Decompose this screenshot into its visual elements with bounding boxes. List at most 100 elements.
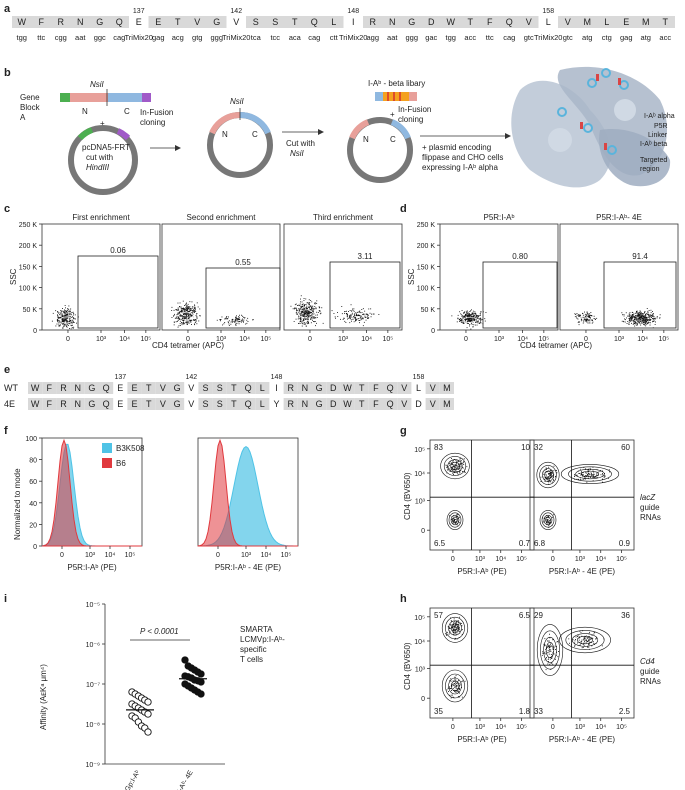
facs-dot	[189, 314, 191, 316]
residue-box	[397, 382, 412, 394]
facs-dot	[587, 315, 589, 317]
facs-dot	[471, 315, 472, 317]
panel-a-label: a	[4, 3, 11, 15]
facs-dot	[633, 322, 635, 324]
residue: T	[231, 399, 237, 409]
facs-dot	[640, 313, 642, 315]
quad-dot	[591, 645, 593, 647]
quad-dot	[591, 473, 592, 475]
facs-dot	[470, 320, 471, 322]
facs-dot	[466, 312, 468, 314]
quad-dot	[453, 469, 455, 470]
facs-dot	[644, 317, 646, 319]
plasmid-3-c-label: C	[390, 135, 396, 144]
facs-dot	[628, 324, 630, 325]
facs-dot	[51, 320, 53, 322]
facs-dot	[592, 320, 593, 321]
quad-dot	[540, 476, 542, 478]
facs-dot	[183, 312, 185, 314]
facs-dot	[463, 312, 464, 314]
facs-dot	[178, 317, 180, 318]
facs-dot	[354, 318, 356, 319]
facs-dot	[182, 316, 184, 318]
facs-dot	[298, 304, 300, 306]
residue-box	[283, 382, 298, 394]
gene-block-label-3: A	[20, 113, 26, 122]
x-tick-label: 0	[451, 724, 455, 731]
facs-dot	[307, 312, 309, 314]
plasmid-text-2: flippase and CHO cells	[422, 153, 503, 162]
facs-dot	[70, 324, 72, 326]
facs-dot	[645, 325, 647, 327]
facs-dot	[238, 316, 240, 318]
quad-dot	[587, 478, 589, 479]
facs-dot	[176, 310, 178, 311]
facs-dot	[300, 298, 301, 300]
facs-dot	[301, 308, 303, 310]
facs-dot	[369, 312, 371, 314]
residue: N	[77, 17, 84, 27]
quad-dot	[555, 476, 556, 478]
facs-dot	[648, 319, 650, 321]
codon: atg	[582, 33, 592, 42]
facs-dot	[645, 319, 647, 320]
quad-dot	[553, 479, 554, 481]
facs-dot	[59, 317, 60, 319]
panel-b: b Gene Block A NsiI N C + In-Fusion clon…	[4, 66, 675, 195]
facs-dot	[457, 317, 459, 319]
quad-dot	[547, 521, 549, 522]
facs-dot	[194, 307, 195, 309]
quad-dot	[584, 641, 585, 643]
facs-dot	[196, 315, 198, 317]
residue: G	[213, 17, 220, 27]
facs-dot	[471, 313, 473, 315]
quad-dot	[457, 687, 459, 689]
facs-dot	[468, 321, 470, 323]
y-tick-label: 80	[29, 458, 37, 465]
facs-dot	[314, 317, 315, 319]
residue-box	[241, 398, 256, 410]
quad-dot	[574, 640, 576, 642]
facs-dot	[184, 317, 186, 319]
quad-dot	[548, 517, 550, 519]
facs-dot	[73, 326, 75, 328]
facs-dot	[465, 319, 467, 321]
facs-dot	[181, 315, 183, 317]
facs-dot	[177, 320, 179, 321]
quad-ur: 6.5	[519, 611, 531, 620]
facs-dot	[301, 314, 303, 316]
quad-dot	[592, 466, 594, 468]
facs-dot	[179, 323, 181, 325]
facs-title: First enrichment	[72, 213, 130, 222]
x-tick-label: 10⁵	[616, 556, 627, 563]
quad-contour	[545, 516, 551, 524]
quad-dot	[556, 654, 557, 656]
quad-dot	[549, 663, 551, 665]
facs-dot	[195, 310, 197, 312]
facs-dot	[178, 325, 180, 327]
facs-dot	[345, 322, 347, 323]
facs-dot	[649, 322, 651, 324]
quad-dot	[588, 476, 590, 477]
codon: aat	[75, 33, 86, 42]
quad-dot	[457, 461, 459, 463]
facs-dot	[187, 313, 188, 315]
position-number: 142	[230, 8, 242, 15]
facs-dot	[235, 325, 237, 326]
facs-dot	[654, 324, 656, 325]
receptor-1	[587, 78, 597, 88]
facs-dot	[305, 304, 307, 305]
facs-dot	[302, 315, 304, 317]
facs-dot	[584, 315, 586, 317]
facs-dot	[624, 321, 626, 323]
quad-dot	[583, 478, 585, 480]
facs-dot	[60, 312, 62, 314]
facs-dot	[239, 314, 240, 316]
facs-dot	[315, 314, 317, 316]
quad-dot	[458, 468, 460, 470]
facs-dot	[313, 316, 315, 318]
y-tick-label: 50 K	[421, 307, 436, 314]
facs-dot	[643, 324, 645, 326]
facs-dot	[57, 321, 59, 323]
facs-dot	[300, 301, 301, 303]
